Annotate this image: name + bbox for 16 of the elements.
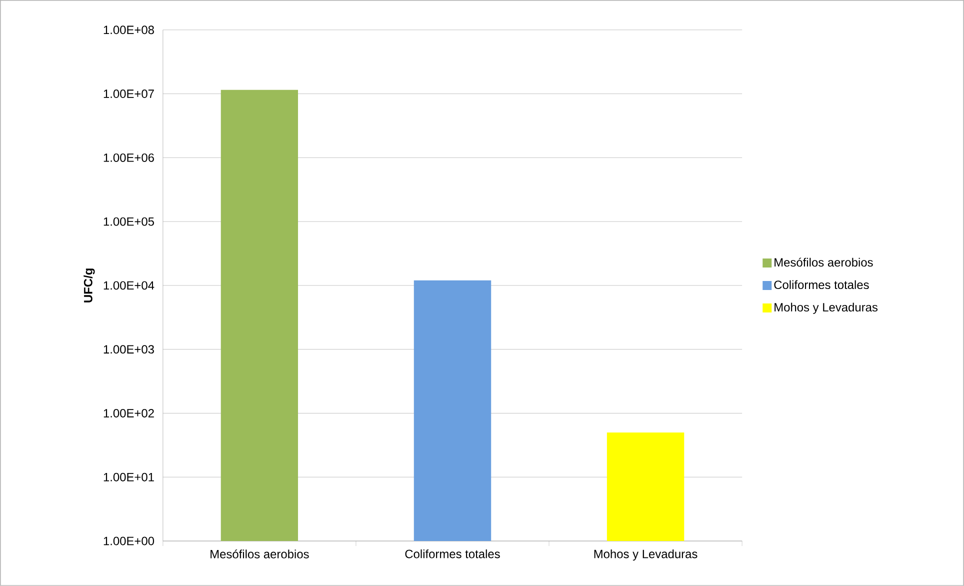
y-axis-title: UFC/g <box>84 268 95 302</box>
legend-label: Coliformes totales <box>774 280 869 290</box>
y-tick-label: 1.00E+05 <box>104 217 154 226</box>
y-tick-label: 1.00E+06 <box>104 153 154 162</box>
legend-label: Mesófilos aerobios <box>774 258 873 267</box>
y-tick-label: 1.00E+01 <box>104 472 154 482</box>
y-tick-label: 1.00E+03 <box>104 345 154 354</box>
x-tick-label: Mohos y Levaduras <box>594 549 698 561</box>
x-tick-label: Mesófilos aerobios <box>210 549 309 558</box>
y-tick-label: 1.00E+07 <box>104 90 154 98</box>
legend-label: Mohos y Levaduras <box>774 302 878 314</box>
x-tick-label: Coliformes totales <box>405 549 500 558</box>
y-tick-label: 1.00E+02 <box>104 409 154 418</box>
y-tick-label: 1.00E+00 <box>104 536 154 546</box>
y-tick-label: 1.00E+08 <box>104 26 154 34</box>
y-tick-label: 1.00E+04 <box>104 281 154 290</box>
